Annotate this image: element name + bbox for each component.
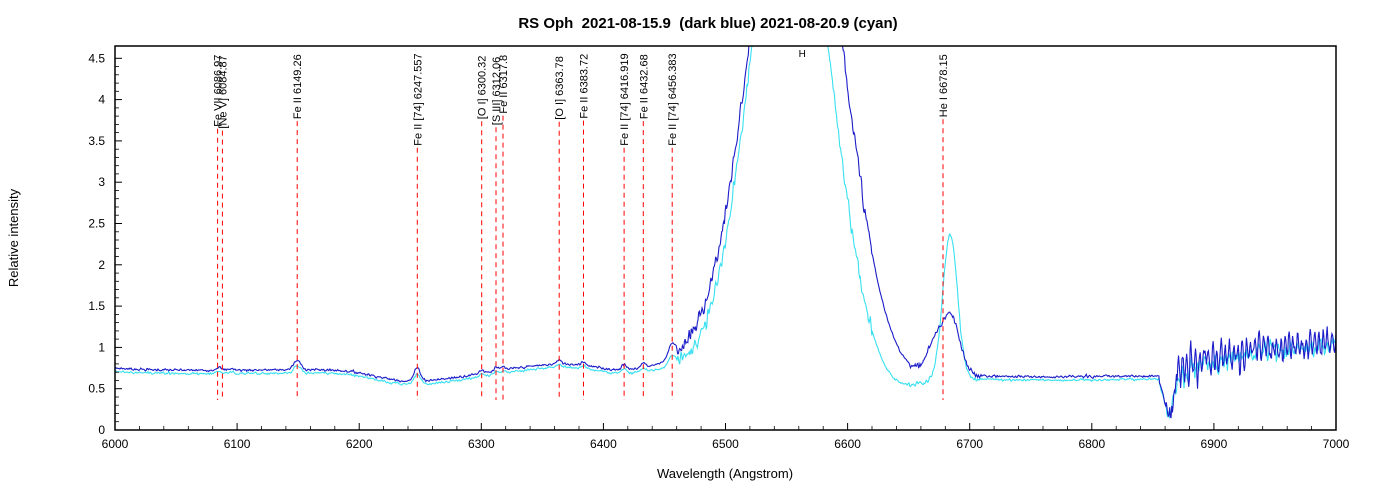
- svg-text:4: 4: [98, 93, 105, 107]
- svg-text:[Ne V] 6084.87: [Ne V] 6084.87: [217, 55, 229, 128]
- svg-text:3: 3: [98, 175, 105, 189]
- svg-text:6900: 6900: [1201, 437, 1228, 451]
- svg-text:Fe II 6383.72: Fe II 6383.72: [579, 54, 591, 119]
- svg-text:6500: 6500: [712, 437, 739, 451]
- svg-text:[O I] 6363.78: [O I] 6363.78: [554, 56, 566, 120]
- svg-text:He I 6678.15: He I 6678.15: [938, 54, 950, 117]
- svg-text:Fe II 6432.68: Fe II 6432.68: [638, 54, 650, 119]
- svg-text:Relative intensity: Relative intensity: [6, 188, 21, 287]
- svg-text:6300: 6300: [468, 437, 495, 451]
- svg-text:Fe II [74] 6456.383: Fe II [74] 6456.383: [667, 53, 679, 145]
- svg-text:RS Oph 2021-08-15.9 (dark bl: RS Oph 2021-08-15.9 (dark blue) 2021-08-…: [518, 15, 897, 32]
- svg-text:6400: 6400: [590, 437, 617, 451]
- svg-text:0.5: 0.5: [88, 382, 105, 396]
- svg-text:6600: 6600: [834, 437, 861, 451]
- svg-text:6800: 6800: [1078, 437, 1105, 451]
- svg-text:7000: 7000: [1323, 437, 1350, 451]
- svg-text:3.5: 3.5: [88, 134, 105, 148]
- svg-text:1.5: 1.5: [88, 299, 105, 313]
- svg-text:4.5: 4.5: [88, 51, 105, 65]
- svg-text:Fe II [74] 6416.919: Fe II [74] 6416.919: [619, 53, 631, 145]
- svg-text:Wavelength (Angstrom): Wavelength (Angstrom): [657, 466, 793, 481]
- svg-text:[O I] 6300.32: [O I] 6300.32: [477, 56, 489, 120]
- svg-text:2.5: 2.5: [88, 217, 105, 231]
- svg-text:Fe II 6317.8: Fe II 6317.8: [498, 55, 510, 114]
- svg-text:Fe II 6149.26: Fe II 6149.26: [292, 54, 304, 119]
- svg-text:6100: 6100: [224, 437, 251, 451]
- svg-text:2: 2: [98, 258, 105, 272]
- svg-text:6000: 6000: [102, 437, 129, 451]
- svg-text:0: 0: [98, 423, 105, 437]
- svg-text:1: 1: [98, 340, 105, 354]
- svg-text:Fe II [74] 6247.557: Fe II [74] 6247.557: [412, 53, 424, 145]
- svg-text:6200: 6200: [346, 437, 373, 451]
- svg-text:6700: 6700: [956, 437, 983, 451]
- svg-text:H: H: [799, 49, 806, 60]
